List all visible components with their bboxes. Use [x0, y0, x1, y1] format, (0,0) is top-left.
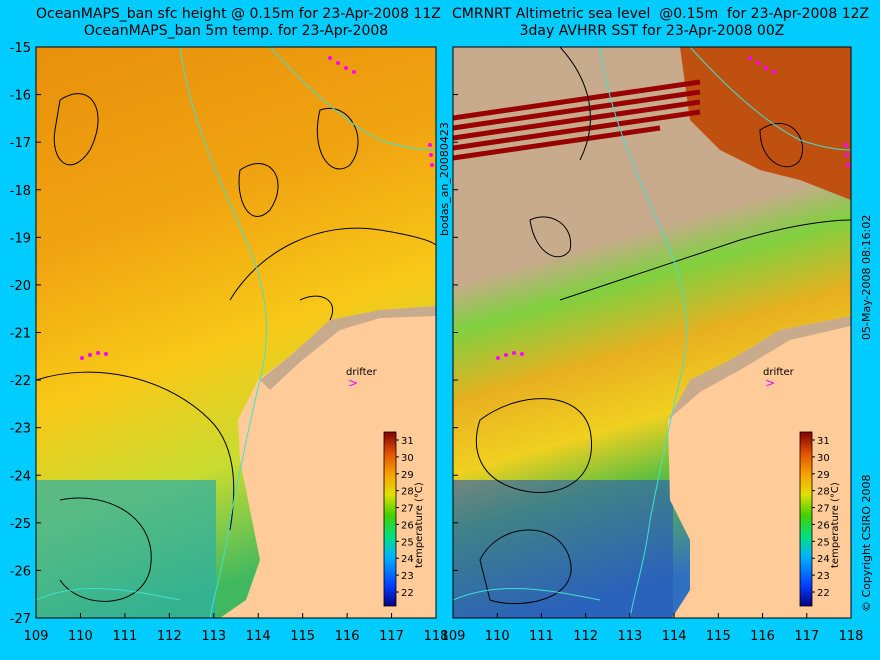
lon-tick-label: 111 — [529, 629, 554, 644]
colorbar-tick-label: 26 — [817, 520, 830, 531]
colorbar-tick-label: 24 — [817, 554, 830, 565]
lat-tick-label: -23 — [10, 422, 31, 437]
lon-tick-label: 113 — [617, 629, 642, 644]
sea-level-contours-left — [36, 93, 436, 602]
warm-sst-patch — [680, 47, 851, 200]
lon-tick-label: 111 — [112, 629, 137, 644]
cool-water-patch-right — [453, 480, 673, 618]
lon-tick-label: 110 — [485, 629, 510, 644]
lon-tick-label: 118 — [839, 629, 864, 644]
drifter-label-right: drifter — [763, 367, 795, 378]
colorbar-tick-label: 28 — [401, 487, 414, 498]
drifter-tracks-right — [496, 56, 850, 360]
lat-tick-label: -24 — [10, 469, 31, 484]
colorbar-tick-label: 26 — [401, 520, 414, 531]
lon-tick-label: 114 — [662, 629, 687, 644]
lat-tick-label: -21 — [10, 327, 31, 342]
colorbar-tick-label: 31 — [401, 436, 414, 447]
lon-tick-label: 114 — [246, 629, 271, 644]
colorbar-tick-label: 28 — [817, 487, 830, 498]
colorbar-tick-label: 23 — [817, 571, 830, 582]
left-map-panel — [36, 47, 436, 618]
colorbar-tick-label: 25 — [817, 537, 830, 548]
colorbar-tick-label: 29 — [401, 470, 414, 481]
axis-ticks: -15 -16 -17 -18 -19 -20 -21 -22 -23 -24 -25 -26 -27 1… — [10, 41, 864, 644]
lat-tick-label: -15 — [10, 41, 31, 56]
colorbar-label-right: temperature (°C) — [830, 482, 841, 568]
lon-tick-label: 116 — [335, 629, 360, 644]
cloud-streaks — [453, 79, 701, 161]
left-panel-title: OceanMAPS_ban sfc height @ 0.15m for 23-… — [36, 6, 441, 39]
coastal-mask-right — [668, 316, 851, 420]
colorbar-left: 31 30 29 28 27 26 25 24 23 22 temperature (°C) — [383, 431, 425, 607]
drifter-marker-left: > — [348, 376, 358, 390]
sea-level-contours-right — [475, 47, 851, 605]
colorbar-tick-label: 31 — [817, 436, 830, 447]
coastal-mask-left — [260, 306, 436, 390]
colorbar-tick-label: 23 — [401, 571, 414, 582]
colorbar-tick-label: 24 — [401, 554, 414, 565]
colorbar-tick-label: 27 — [401, 504, 414, 515]
lat-tick-label: -17 — [10, 136, 31, 151]
lon-tick-label: 113 — [201, 629, 226, 644]
colorbar-tick-label: 22 — [817, 588, 830, 599]
drifter-marker-right: > — [765, 376, 775, 390]
lat-tick-label: -16 — [10, 89, 31, 104]
colorbar-tick-label: 29 — [817, 470, 830, 481]
lon-tick-label: 117 — [794, 629, 819, 644]
lon-tick-label: 118 — [424, 629, 449, 644]
drifter-label-left: drifter — [346, 367, 378, 378]
lat-tick-label: -18 — [10, 184, 31, 199]
lat-tick-label: -22 — [10, 374, 31, 389]
colorbar-right: 31 30 29 28 27 26 25 24 23 22 temperature (°C) — [799, 431, 841, 607]
lat-tick-label: -25 — [10, 517, 31, 532]
lon-tick-label: 115 — [706, 629, 731, 644]
colorbar-tick-label: 30 — [401, 453, 414, 464]
drifter-tracks-left — [80, 56, 434, 360]
isobaths-right — [453, 47, 851, 618]
lon-tick-label: 112 — [573, 629, 598, 644]
isobaths-left — [36, 47, 436, 618]
lat-tick-label: -27 — [10, 612, 31, 627]
cool-water-patch — [36, 480, 216, 618]
colorbar-tick-label: 27 — [817, 504, 830, 515]
lat-tick-label: -19 — [10, 231, 31, 246]
lon-tick-label: 116 — [750, 629, 775, 644]
colorbar-label-left: temperature (°C) — [414, 482, 425, 568]
colorbar-tick-label: 22 — [401, 588, 414, 599]
lat-tick-label: -20 — [10, 279, 31, 294]
lon-tick-label: 110 — [68, 629, 93, 644]
lat-tick-label: -26 — [10, 564, 31, 579]
lon-tick-label: 115 — [290, 629, 315, 644]
right-panel-title: CMRNRT Altimetric sea level @0.15m for 2… — [452, 6, 870, 39]
lon-tick-label: 117 — [379, 629, 404, 644]
lon-tick-label: 109 — [441, 629, 466, 644]
lon-tick-label: 112 — [157, 629, 182, 644]
lon-tick-label: 109 — [24, 629, 49, 644]
colorbar-tick-label: 25 — [401, 537, 414, 548]
colorbar-tick-label: 30 — [817, 453, 830, 464]
right-map-panel — [453, 47, 851, 618]
